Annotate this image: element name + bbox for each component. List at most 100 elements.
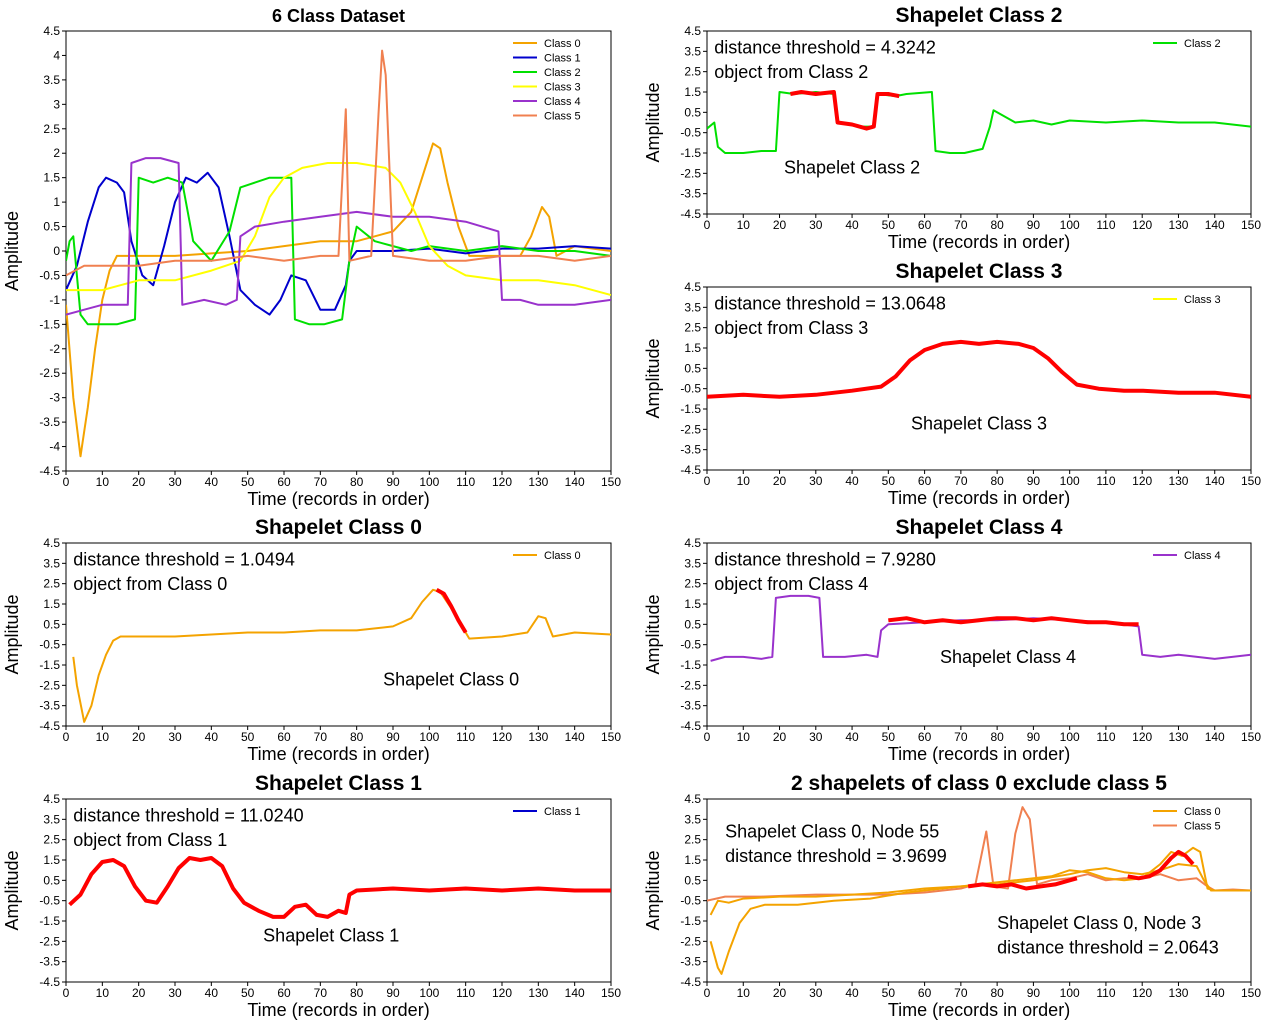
y-tick-label: 0 — [53, 244, 60, 258]
x-tick-label: 140 — [565, 986, 585, 1000]
y-tick-label: 4.5 — [684, 792, 701, 806]
y-tick-label: -1.5 — [39, 658, 60, 672]
y-tick-label: 1.5 — [43, 597, 60, 611]
x-tick-label: 150 — [601, 730, 621, 744]
chart-panel-2: 0 10 20 30 40 50 60 70 80 90 100 110 120 130 140 150 -4.… — [643, 260, 1261, 508]
x-tick-label: 150 — [601, 475, 621, 489]
legend-label: Class 4 — [1184, 550, 1221, 562]
annotation-text: Shapelet Class 1 — [263, 925, 399, 945]
x-tick-label: 120 — [492, 475, 512, 489]
plot-frame — [65, 542, 612, 727]
annotation-text: distance threshold = 4.3242 — [714, 37, 936, 57]
x-tick-label: 60 — [918, 474, 932, 488]
series-line — [709, 863, 1251, 916]
x-tick-label: 70 — [954, 474, 968, 488]
y-tick-label: -4 — [49, 440, 60, 454]
shapelet-highlight-line — [967, 876, 1078, 891]
x-tick-label: 70 — [314, 475, 328, 489]
y-tick-label: 0.5 — [684, 617, 701, 631]
x-tick-label: 140 — [565, 730, 585, 744]
x-tick-label: 20 — [773, 730, 787, 744]
x-tick-label: 150 — [1241, 218, 1261, 232]
x-tick-label: 150 — [1241, 730, 1261, 744]
x-axis-label: Time (records in order) — [247, 744, 429, 764]
x-tick-label: 140 — [1205, 730, 1225, 744]
x-tick-label: 70 — [314, 986, 328, 1000]
y-tick-label: -2.5 — [680, 934, 701, 948]
x-tick-label: 40 — [845, 986, 859, 1000]
y-tick-label: -2 — [49, 342, 60, 356]
x-tick-label: 110 — [456, 730, 475, 744]
series-line — [66, 162, 611, 296]
x-tick-label: 10 — [737, 474, 751, 488]
y-tick-label: 0.5 — [684, 105, 701, 119]
annotation-text: object from Class 3 — [714, 318, 868, 338]
y-tick-label: -3.5 — [39, 415, 60, 429]
y-tick-label: -4.5 — [680, 719, 701, 733]
y-tick-label: 3.5 — [43, 556, 60, 570]
series-line — [707, 91, 1251, 154]
shapelet-highlight-line — [68, 856, 611, 919]
x-tick-label: 10 — [96, 986, 110, 1000]
x-tick-label: 40 — [845, 218, 859, 232]
x-tick-label: 90 — [1027, 730, 1041, 744]
x-tick-label: 150 — [601, 986, 621, 1000]
y-axis-label: Amplitude — [643, 594, 663, 674]
legend-label: Class 1 — [544, 806, 581, 818]
x-tick-label: 60 — [918, 986, 932, 1000]
legend-label: Class 5 — [1184, 821, 1221, 833]
y-tick-label: 3 — [53, 97, 60, 111]
x-tick-label: 100 — [419, 475, 439, 489]
x-tick-label: 130 — [528, 475, 548, 489]
x-tick-label: 20 — [132, 475, 146, 489]
x-tick-label: 110 — [1096, 986, 1115, 1000]
x-tick-label: 10 — [737, 730, 751, 744]
chart-panel-6: 0 10 20 30 40 50 60 70 80 90 100 110 120 130 140 150 -4.… — [643, 772, 1261, 1020]
y-tick-label: -0.5 — [680, 638, 701, 652]
x-tick-label: 60 — [277, 986, 291, 1000]
chart-title: 6 Class Dataset — [272, 6, 405, 26]
x-tick-label: 110 — [1096, 218, 1115, 232]
y-tick-label: 4.5 — [684, 536, 701, 550]
y-tick-label: -2.5 — [39, 934, 60, 948]
y-tick-label: 2.5 — [684, 65, 701, 79]
y-tick-label: -4.5 — [39, 975, 60, 989]
x-tick-label: 140 — [565, 475, 585, 489]
x-tick-label: 70 — [954, 218, 968, 232]
x-tick-label: 30 — [809, 474, 823, 488]
x-tick-label: 0 — [63, 475, 70, 489]
y-tick-label: 1.5 — [684, 853, 701, 867]
y-tick-label: -0.5 — [39, 268, 60, 282]
y-tick-label: 2 — [53, 146, 60, 160]
x-tick-label: 10 — [737, 986, 751, 1000]
y-tick-label: -3 — [49, 391, 60, 405]
x-tick-label: 60 — [918, 218, 932, 232]
x-tick-label: 20 — [132, 730, 146, 744]
x-tick-label: 60 — [918, 730, 932, 744]
x-tick-label: 70 — [314, 730, 328, 744]
y-tick-label: -1.5 — [39, 317, 60, 331]
y-tick-label: -0.5 — [680, 126, 701, 140]
x-tick-label: 50 — [241, 730, 255, 744]
x-tick-label: 30 — [809, 986, 823, 1000]
y-tick-label: 4.5 — [43, 792, 60, 806]
chart-panel-5: 0 10 20 30 40 50 60 70 80 90 100 110 120 130 140 150 -4.… — [2, 772, 621, 1020]
x-tick-label: 110 — [1096, 474, 1115, 488]
y-tick-label: -1.5 — [680, 914, 701, 928]
y-tick-label: -2.5 — [680, 422, 701, 436]
y-tick-label: -4.5 — [39, 719, 60, 733]
y-tick-label: -2.5 — [39, 678, 60, 692]
annotation-text: distance threshold = 3.9699 — [725, 846, 947, 866]
annotation-text: distance threshold = 2.0643 — [997, 938, 1219, 958]
chart-title: Shapelet Class 3 — [896, 260, 1063, 283]
annotation-text: distance threshold = 13.0648 — [714, 293, 946, 313]
y-tick-label: -3.5 — [39, 699, 60, 713]
x-tick-label: 150 — [1241, 474, 1261, 488]
y-axis-label: Amplitude — [2, 594, 22, 674]
y-tick-label: 1.5 — [43, 171, 60, 185]
x-tick-label: 130 — [528, 730, 548, 744]
shapelet-highlight-line — [888, 616, 1139, 627]
legend-label: Class 5 — [544, 111, 581, 123]
y-tick-label: -4.5 — [680, 207, 701, 221]
